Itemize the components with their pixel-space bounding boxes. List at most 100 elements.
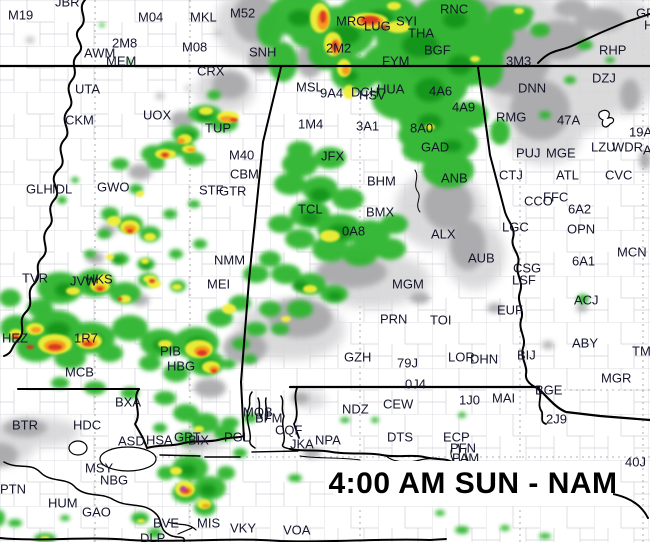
choctawhatchee-bay	[384, 454, 437, 463]
station-label-tma: TMA	[632, 343, 650, 359]
station-label-hsv: HSV	[359, 87, 386, 103]
station-label-atl: ATL	[556, 167, 579, 183]
station-label-1j0: 1J0	[459, 392, 480, 408]
station-label-voa: VOA	[283, 522, 311, 538]
station-label-bhm: BHM	[367, 173, 396, 189]
station-label-m19: M19	[8, 7, 34, 23]
station-label-mgm: MGM	[392, 276, 424, 292]
station-label-euf: EUF	[497, 302, 523, 318]
station-label-4a9: 4A9	[452, 99, 476, 115]
station-label-hdc: HDC	[73, 417, 102, 433]
station-label-mrc: MRC	[336, 13, 366, 29]
lake-pontchartrain	[99, 446, 157, 472]
station-label-m08: M08	[182, 39, 208, 55]
station-label-40j: 40J	[625, 454, 646, 470]
station-label-lug: LUG	[364, 18, 391, 34]
station-label-hez: HEZ	[2, 330, 28, 346]
station-label-anb: ANB	[441, 170, 468, 186]
border-ga-fl	[537, 387, 650, 422]
station-label-syi: SYI	[396, 13, 417, 29]
station-label-gpt: GPT	[174, 429, 201, 445]
station-label-mem: MEM	[106, 53, 137, 69]
station-label-alx: ALX	[431, 226, 456, 242]
station-label-msl: MSL	[296, 79, 323, 95]
station-label-rhp: RHP	[599, 42, 627, 58]
station-label-pfn: PFN	[450, 440, 476, 456]
station-label-tcl: TCL	[298, 201, 323, 217]
station-label-cew: CEW	[383, 396, 414, 412]
lake-maurepas	[68, 440, 88, 456]
station-label-ptn: PTN	[0, 481, 26, 497]
station-label-3a1: 3A1	[356, 118, 380, 134]
station-label-asd: ASD	[118, 433, 145, 449]
station-label-8a0: 8A0	[410, 120, 434, 136]
station-label-4a6: 4A6	[429, 83, 453, 99]
station-label-a: A	[643, 142, 650, 158]
station-label-dhn: DHN	[470, 351, 499, 367]
station-label-wdr: WDR	[612, 139, 644, 155]
station-label-mei: MEI	[207, 276, 231, 292]
station-label-bix: BIX	[188, 432, 209, 448]
station-label-bge: BGE	[535, 382, 563, 398]
station-label-fym: FYM	[382, 53, 410, 69]
station-label-rmg: RMG	[496, 109, 527, 125]
station-label-1m4: 1M4	[298, 116, 324, 132]
river-mississippi	[3, 0, 86, 357]
delta-marsh	[167, 521, 197, 535]
river-mississippi-lower	[3, 461, 185, 542]
timestamp-overlay: 4:00 AM SUN - NAM	[328, 461, 617, 506]
station-label-2m8: 2M8	[112, 35, 138, 51]
station-label-m52: M52	[230, 5, 256, 21]
station-label-2m2: 2M2	[326, 40, 352, 56]
station-label-jvw: JVW	[70, 273, 98, 289]
station-label-gtr: GTR	[219, 183, 247, 199]
station-label-gwo: GWO	[97, 179, 130, 195]
station-label-bij: BIJ	[517, 347, 536, 363]
station-label-pgl: PGL	[224, 429, 251, 445]
station-label-cqf: CQF	[275, 422, 303, 438]
river-perdido	[293, 387, 300, 439]
station-label-bxa: BXA	[115, 394, 142, 410]
station-label-mcn: MCN	[617, 244, 647, 260]
station-label-3m3: 3M3	[506, 53, 532, 69]
coast-chandeleur	[0, 537, 447, 542]
station-label-hua: HUA	[377, 81, 405, 97]
station-label-mai: MAI	[492, 390, 516, 406]
station-label-jbr: JBR	[55, 0, 80, 10]
station-label-bgf: BGF	[424, 42, 451, 58]
river-pearl	[134, 388, 148, 449]
station-label-tvr: TVR	[22, 270, 48, 286]
station-label-prn: PRN	[380, 311, 408, 327]
station-label-hum: HUM	[48, 495, 78, 511]
station-label-cbm: CBM	[230, 166, 259, 182]
station-label-h: H	[644, 17, 650, 33]
river-coosa	[414, 169, 421, 213]
station-label-opn: OPN	[567, 221, 596, 237]
station-label-bve: BVE	[153, 515, 180, 531]
station-label-awm: AWM	[84, 45, 116, 61]
border-ms-al	[240, 66, 282, 441]
station-label-lzu: LZU	[591, 139, 616, 155]
station-label-mob: MOB	[243, 404, 273, 420]
santa-rosa-sound	[299, 455, 361, 461]
station-label-2j9: 2J9	[546, 411, 567, 427]
lake-lanier	[598, 109, 615, 128]
station-label-0a8: 0A8	[342, 223, 366, 239]
station-label-glh: GLH	[26, 181, 53, 197]
station-label-mge: MGE	[546, 145, 576, 161]
station-label-19a: 19A	[629, 124, 650, 140]
station-label-dnn: DNN	[518, 80, 547, 96]
station-label-lsf: LSF	[512, 272, 536, 288]
coast-ms	[146, 435, 244, 449]
station-label-lgc: LGC	[502, 219, 529, 235]
station-label-mgr: MGR	[601, 370, 632, 386]
station-label-mis: MIS	[197, 515, 221, 531]
station-label-hbg: HBG	[167, 358, 196, 374]
station-label-cco: CCO	[524, 193, 553, 209]
station-label-nmm: NMM	[214, 252, 246, 268]
station-label-ndz: NDZ	[342, 401, 369, 417]
station-label-pib: PIB	[160, 343, 181, 359]
station-label-m04: M04	[138, 9, 164, 25]
